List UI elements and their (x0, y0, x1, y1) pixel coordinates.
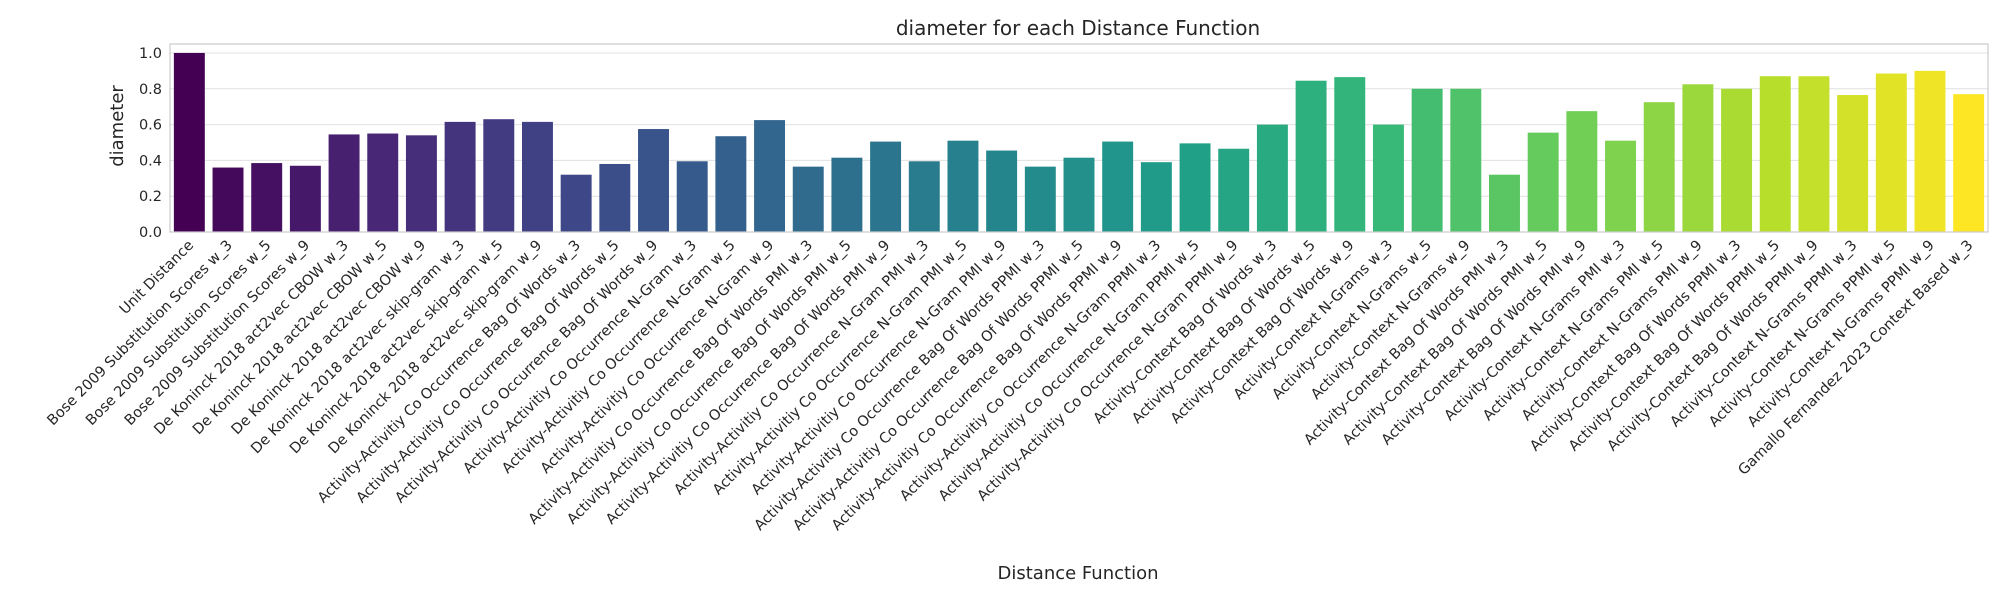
bar (1334, 77, 1366, 232)
y-tick-label: 0.2 (139, 189, 162, 205)
bar (483, 119, 515, 232)
bar (367, 133, 399, 232)
bar (1759, 76, 1791, 232)
y-tick-label: 1.0 (139, 46, 162, 62)
bar (831, 157, 863, 232)
bar (405, 135, 437, 232)
x-axis-label: Distance Function (998, 563, 1159, 584)
bar (1566, 111, 1598, 232)
bar (638, 129, 669, 232)
bar (1721, 88, 1753, 232)
bar (1527, 132, 1559, 232)
bar (1411, 88, 1443, 232)
bar (754, 120, 786, 232)
bar (173, 52, 205, 233)
bar (1372, 124, 1404, 232)
bar (1837, 95, 1869, 233)
bar (1875, 73, 1907, 233)
bar (289, 165, 321, 232)
bar (1218, 148, 1250, 232)
bar (328, 134, 360, 232)
bar (1914, 70, 1946, 232)
bar (599, 163, 631, 232)
bar (1605, 140, 1637, 232)
bar (1024, 166, 1056, 232)
y-tick-labels: 0.0 0.2 0.4 0.6 0.8 1.0 (139, 46, 162, 241)
bar (1179, 143, 1211, 232)
bar (715, 136, 747, 232)
bar (444, 121, 476, 232)
bar (908, 161, 940, 232)
bar (870, 141, 902, 232)
bar (251, 163, 283, 232)
bar (1682, 84, 1714, 233)
bar (947, 140, 979, 232)
y-tick-label: 0.0 (139, 225, 162, 241)
y-axis-label: diameter (107, 85, 128, 167)
y-tick-label: 0.6 (139, 118, 162, 134)
bar (986, 150, 1018, 232)
bar (1256, 124, 1288, 232)
bar (521, 121, 553, 232)
bar (1643, 102, 1675, 232)
chart-title: diameter for each Distance Function (896, 16, 1260, 40)
bar (1450, 88, 1482, 232)
bar (1102, 141, 1134, 232)
bar (1140, 162, 1172, 232)
bar (1798, 76, 1830, 232)
y-tick-label: 0.4 (139, 153, 162, 169)
bar (1953, 94, 1985, 232)
bar (212, 167, 244, 232)
bar (792, 166, 824, 232)
bar (1489, 174, 1520, 232)
plot-frame (169, 43, 1989, 233)
bar (1295, 80, 1327, 232)
bar (560, 174, 592, 232)
bar (1063, 157, 1095, 232)
y-tick-label: 0.8 (139, 82, 162, 98)
bars-layer (173, 52, 1985, 233)
bar (676, 161, 708, 232)
